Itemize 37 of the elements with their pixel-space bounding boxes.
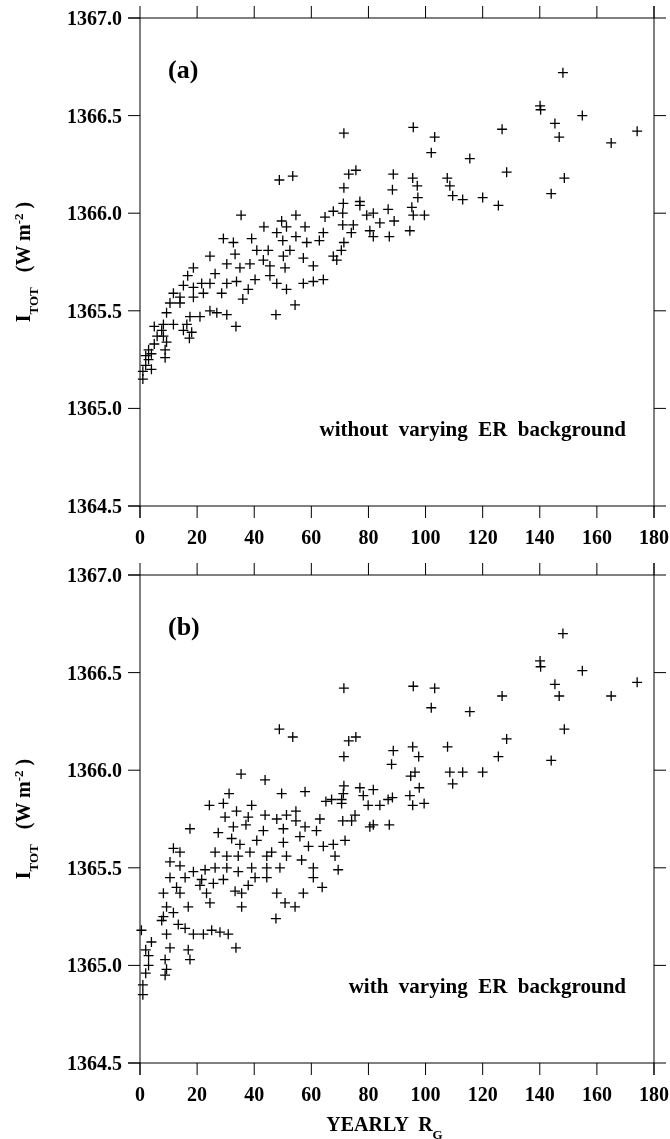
y-tick-label: 1365.0 bbox=[67, 397, 122, 420]
x-tick-label: 160 bbox=[581, 1083, 612, 1105]
y-tick-label: 1366.0 bbox=[67, 759, 122, 782]
annotation: without varying ER background bbox=[319, 417, 627, 441]
y-tick-label: 1367.0 bbox=[67, 7, 122, 29]
x-tick-label: 20 bbox=[187, 1083, 208, 1105]
x-tick-label: 40 bbox=[244, 1083, 265, 1105]
y-tick-label: 1365.5 bbox=[67, 856, 122, 879]
annotation: with varying ER background bbox=[348, 974, 627, 998]
y-tick-label: 1366.0 bbox=[67, 202, 122, 225]
y-tick-label: 1364.5 bbox=[67, 1052, 122, 1074]
x-tick-label: 40 bbox=[244, 526, 265, 548]
x-tick-label: 100 bbox=[410, 526, 441, 548]
annotation: (a) bbox=[168, 55, 199, 84]
x-axis-title: YEARLY R$_{G}$ bbox=[326, 1113, 443, 1139]
x-tick-label: 20 bbox=[187, 526, 208, 548]
x-tick-label: 160 bbox=[581, 526, 612, 548]
x-tick-label: 0 bbox=[135, 526, 145, 548]
x-tick-label: 180 bbox=[639, 526, 669, 548]
x-tick-label: 120 bbox=[467, 1083, 498, 1105]
y-tick-label: 1367.0 bbox=[67, 564, 122, 586]
x-tick-label: 140 bbox=[524, 526, 555, 548]
x-tick-label: 100 bbox=[410, 1083, 441, 1105]
x-tick-label: 120 bbox=[467, 526, 498, 548]
y-tick-label: 1366.5 bbox=[67, 661, 122, 684]
x-tick-label: 80 bbox=[358, 526, 379, 548]
y-tick-label: 1364.5 bbox=[67, 495, 122, 517]
x-tick-label: 80 bbox=[358, 1083, 379, 1105]
x-tick-label: 60 bbox=[301, 526, 322, 548]
x-tick-label: 140 bbox=[524, 1083, 555, 1105]
annotation: (b) bbox=[168, 612, 200, 641]
y-tick-label: 1365.5 bbox=[67, 299, 122, 322]
x-tick-label: 0 bbox=[135, 1083, 145, 1105]
x-tick-label: 180 bbox=[639, 1083, 669, 1105]
x-tick-label: 60 bbox=[301, 1083, 322, 1105]
y-tick-label: 1366.5 bbox=[67, 104, 122, 127]
y-tick-label: 1365.0 bbox=[67, 954, 122, 977]
